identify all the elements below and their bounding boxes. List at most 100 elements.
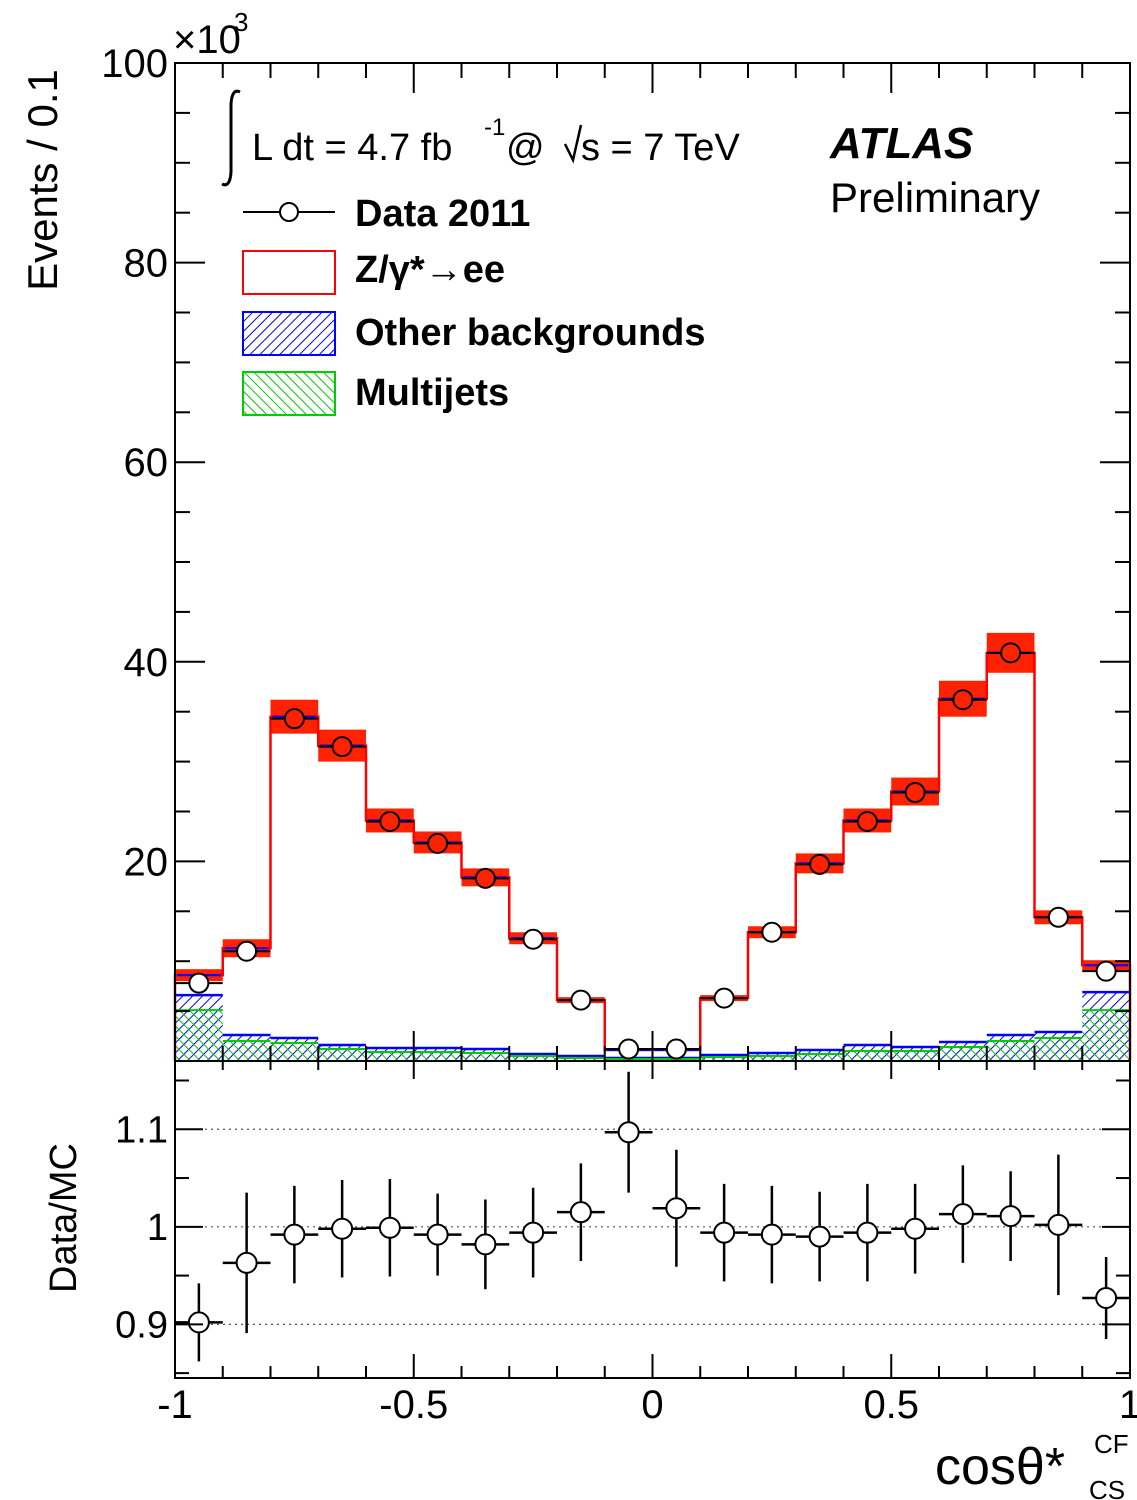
y-tick-label-ratio: 1.1 <box>115 1109 168 1151</box>
bar-multijets <box>939 1047 987 1061</box>
legend: Data 2011 Z/γ*→ee Other backgrounds Mult… <box>242 193 706 416</box>
experiment-label: ATLAS <box>829 119 973 168</box>
ratio-point <box>378 1216 401 1239</box>
data-point <box>665 1038 687 1060</box>
legend-label-multijets: Multijets <box>355 372 509 414</box>
legend-entry-data: Data 2011 <box>243 193 530 235</box>
energy-text: s = 7 TeV <box>581 127 740 169</box>
y-tick-label-ratio: 1 <box>147 1207 168 1249</box>
bar-multijets <box>1082 1010 1130 1061</box>
y-axis-title-ratio: Data/MC <box>43 1143 85 1293</box>
ratio-point <box>808 1225 831 1248</box>
y-multiplier-exponent: 3 <box>234 7 248 37</box>
legend-label-other: Other backgrounds <box>355 312 706 354</box>
x-axis-title-superscript: CF <box>1094 1429 1129 1459</box>
bar-multijets <box>175 1010 223 1061</box>
lumi-text: L dt = 4.7 fb <box>252 127 452 169</box>
data-point <box>474 867 496 889</box>
y-tick-label-main: 40 <box>124 641 169 685</box>
x-axis-title-subscript: CS <box>1089 1475 1125 1500</box>
legend-other-swatch <box>242 311 336 356</box>
bar-multijets <box>843 1051 892 1061</box>
lumi-exponent: -1 <box>484 114 505 141</box>
bar-multijets <box>318 1049 366 1061</box>
bar-multijets <box>700 1057 748 1061</box>
y-tick-label-main: 60 <box>124 441 169 485</box>
bar-multijets <box>222 1041 271 1061</box>
ratio-point <box>283 1223 306 1246</box>
bar-multijets <box>891 1051 939 1061</box>
y-multiplier-base: ×10 <box>173 18 241 62</box>
x-tick-label: 0.5 <box>863 1383 919 1427</box>
legend-entry-other: Other backgrounds <box>242 311 706 356</box>
data-point <box>856 810 878 832</box>
legend-data-marker <box>279 202 299 222</box>
data-point <box>570 989 592 1011</box>
ratio-points <box>175 1071 1130 1362</box>
y-axis-multiplier: ×10 3 <box>173 7 248 62</box>
ratio-point <box>522 1221 545 1244</box>
data-point <box>188 972 210 994</box>
y-tick-label-ratio: 0.9 <box>115 1304 168 1346</box>
legend-entry-signal: Z/γ*→ee <box>242 249 505 295</box>
legend-label-data: Data 2011 <box>355 193 530 235</box>
y-axis-title-main: Events / 0.1 <box>19 69 66 291</box>
data-points <box>175 642 1130 1060</box>
data-point <box>331 736 353 758</box>
axis-ticks <box>174 62 1131 1378</box>
legend-entry-multijets: Multijets <box>242 371 509 416</box>
y-tick-label-main: 20 <box>124 840 169 884</box>
y-tick-label-main: 100 <box>101 42 168 86</box>
data-point <box>1000 642 1022 664</box>
ratio-point <box>474 1233 497 1256</box>
ratio-point <box>760 1223 783 1246</box>
legend-label-signal: Z/γ*→ee <box>355 249 505 291</box>
ratio-gridlines <box>175 1128 1130 1325</box>
x-tick-label: -0.5 <box>379 1383 448 1427</box>
ratio-point <box>951 1203 974 1226</box>
bar-multijets <box>461 1053 510 1061</box>
legend-multijet-swatch <box>242 371 336 416</box>
data-point <box>1095 960 1117 982</box>
stacked-histograms <box>175 990 1130 1061</box>
ratio-point <box>999 1205 1022 1228</box>
bar-multijets <box>270 1043 319 1061</box>
ratio-point <box>617 1121 640 1144</box>
data-point <box>761 921 783 943</box>
x-axis-title: cosθ* CF CS <box>935 1429 1129 1500</box>
legend-signal-swatch <box>242 250 336 295</box>
ratio-point <box>569 1201 592 1224</box>
ratio-point <box>331 1217 354 1240</box>
data-point <box>618 1038 640 1060</box>
ratio-point <box>1095 1287 1118 1310</box>
ratio-point <box>713 1221 736 1244</box>
data-point <box>713 987 735 1009</box>
x-axis-title-main: cosθ* <box>935 1438 1065 1496</box>
bar-multijets <box>986 1041 1035 1061</box>
axis-tick-labels: -1 -0.5 0 0.5 1 20 40 60 80 100 0.9 1 1.1 <box>101 42 1137 1427</box>
bar-multijets <box>509 1056 557 1061</box>
data-point <box>809 853 831 875</box>
ratio-point <box>904 1217 927 1240</box>
x-tick-label: 0 <box>641 1383 663 1427</box>
ratio-point <box>856 1221 879 1244</box>
bar-multijets <box>748 1056 796 1061</box>
data-point <box>952 689 974 711</box>
data-point <box>283 708 305 730</box>
data-point <box>379 810 401 832</box>
lumi-at: @ <box>506 127 545 169</box>
status-label: Preliminary <box>830 174 1040 221</box>
integral-sign-icon <box>221 89 241 187</box>
ratio-point <box>665 1197 688 1220</box>
ratio-panel-frame <box>174 1060 1131 1379</box>
bar-multijets <box>413 1052 462 1061</box>
bar-multijets <box>795 1054 844 1061</box>
ratio-point <box>187 1311 210 1334</box>
ratio-point <box>1047 1213 1070 1236</box>
data-point <box>427 832 449 854</box>
sqrt-sign-icon <box>563 124 583 164</box>
y-tick-label-main: 80 <box>124 242 169 286</box>
bar-multijets <box>366 1052 414 1061</box>
data-point <box>904 782 926 804</box>
